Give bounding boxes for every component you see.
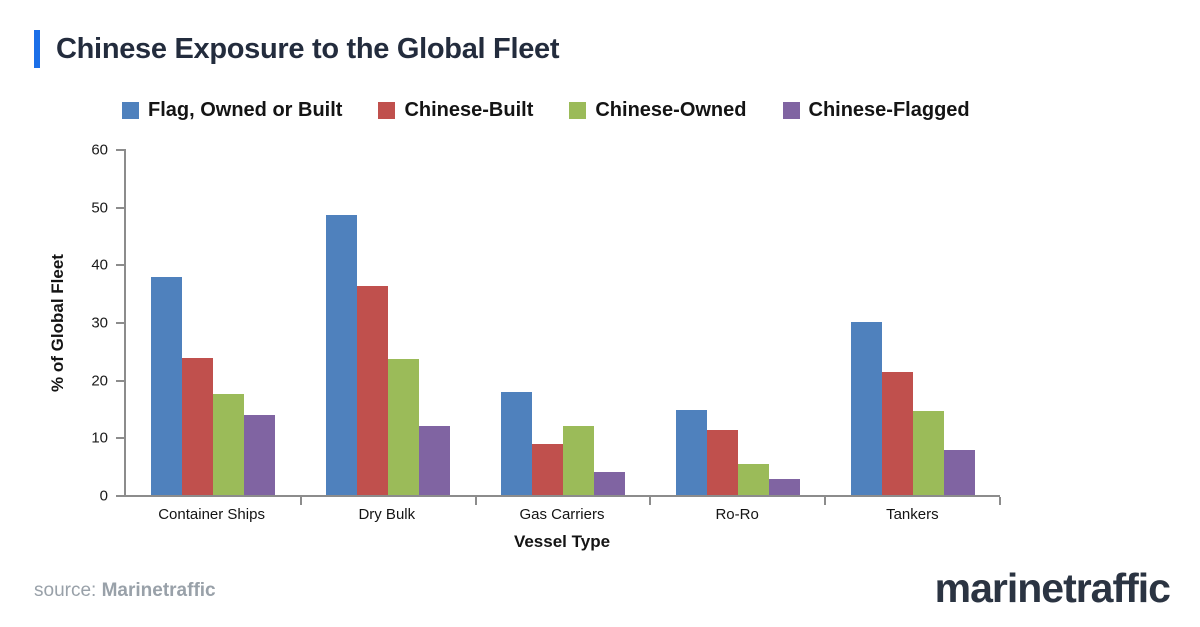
bar-container-ships-flag-owned-or-built (151, 277, 183, 495)
x-category-label-ro-ro: Ro-Ro (715, 506, 759, 523)
y-axis-tick: 50 (91, 199, 124, 216)
legend-swatch-icon (378, 102, 396, 119)
bar-ro-ro-chinese-built (706, 429, 738, 495)
y-axis-tick: 60 (91, 142, 124, 159)
y-tick-label: 10 (91, 429, 108, 447)
legend-item-chinese-built: Chinese-Built (378, 99, 533, 122)
bar-group-dry-bulk (301, 149, 476, 495)
bar-group-ro-ro (650, 149, 825, 495)
bar-container-ships-chinese-built (182, 357, 214, 495)
bar-gas-carriers-chinese-built (531, 443, 563, 495)
x-axis-tick (649, 497, 652, 505)
bar-group-container-ships (126, 149, 301, 495)
bar-container-ships-chinese-flagged (244, 414, 276, 495)
legend-label: Chinese-Flagged (808, 99, 970, 121)
x-axis-tick (999, 497, 1001, 505)
y-tick-label: 60 (91, 141, 108, 159)
bar-ro-ro-flag-owned-or-built (675, 410, 707, 495)
bar-dry-bulk-chinese-flagged (419, 426, 451, 495)
y-axis-tick: 40 (91, 257, 124, 274)
bar-tankers-chinese-owned (912, 411, 944, 495)
legend-swatch-icon (569, 102, 587, 119)
x-category-label-tankers: Tankers (886, 506, 939, 523)
x-axis-tick (824, 497, 827, 505)
bar-gas-carriers-chinese-owned (562, 426, 594, 495)
bar-group-tankers (825, 149, 1000, 495)
bar-tankers-chinese-flagged (943, 450, 975, 495)
legend-label: Chinese-Built (404, 99, 534, 121)
y-axis-tick: 20 (91, 372, 124, 389)
chart-header: Chinese Exposure to the Global Fleet (34, 30, 560, 68)
marinetraffic-logo: marinetraffic (934, 565, 1171, 611)
y-axis-title: % of Global Fleet (38, 149, 78, 497)
bar-tankers-chinese-built (881, 372, 913, 495)
x-axis-tick (299, 497, 302, 505)
bar-container-ships-chinese-owned (213, 394, 245, 495)
bar-tankers-flag-owned-or-built (850, 322, 882, 495)
x-category-label-container-ships: Container Ships (158, 506, 265, 523)
source-credit: source: Marinetraffic (34, 580, 216, 602)
legend-item-chinese-owned: Chinese-Owned (569, 99, 747, 122)
plot-area: 0 10 20 30 40 50 60 (91, 142, 1001, 505)
x-axis-tick (474, 497, 477, 505)
legend-item-flag-owned-or-built: Flag, Owned or Built (122, 99, 342, 122)
x-axis-title: Vessel Type (513, 532, 611, 551)
chart-title: Chinese Exposure to the Global Fleet (56, 32, 560, 65)
bar-ro-ro-chinese-flagged (768, 478, 800, 495)
bar-dry-bulk-chinese-owned (388, 359, 420, 495)
y-tick-label: 0 (99, 487, 108, 505)
legend-swatch-icon (122, 102, 139, 119)
y-axis-tick: 30 (91, 315, 124, 332)
y-tick-label: 40 (91, 256, 108, 274)
legend-swatch-icon (782, 102, 800, 119)
y-tick-label: 50 (91, 199, 108, 217)
bar-gas-carriers-chinese-flagged (593, 471, 625, 495)
source-prefix: source: (34, 580, 97, 601)
title-accent-bar (34, 30, 40, 68)
source-name: Marinetraffic (101, 580, 216, 601)
x-category-label-dry-bulk: Dry Bulk (358, 506, 416, 523)
y-axis-tick: 10 (91, 430, 124, 447)
y-tick-label: 30 (91, 314, 108, 332)
y-axis-tick: 0 (100, 488, 124, 505)
y-axis-title-text: % of Global Fleet (48, 254, 67, 392)
bar-ro-ro-chinese-owned (737, 464, 769, 495)
bar-dry-bulk-flag-owned-or-built (326, 214, 358, 495)
y-tick-label: 20 (91, 372, 108, 390)
legend-label: Flag, Owned or Built (148, 99, 343, 121)
chart-legend: Flag, Owned or Built Chinese-Built Chinese… (122, 99, 970, 122)
legend-item-chinese-flagged: Chinese-Flagged (782, 99, 970, 122)
bar-dry-bulk-chinese-built (357, 285, 389, 495)
bar-group-gas-carriers (476, 149, 651, 495)
bar-gas-carriers-flag-owned-or-built (500, 392, 532, 495)
legend-label: Chinese-Owned (595, 99, 747, 121)
x-category-label-gas-carriers: Gas Carriers (519, 506, 605, 523)
x-category-labels: Container Ships Dry Bulk Gas Carriers Ro-Ro… (124, 506, 1000, 523)
